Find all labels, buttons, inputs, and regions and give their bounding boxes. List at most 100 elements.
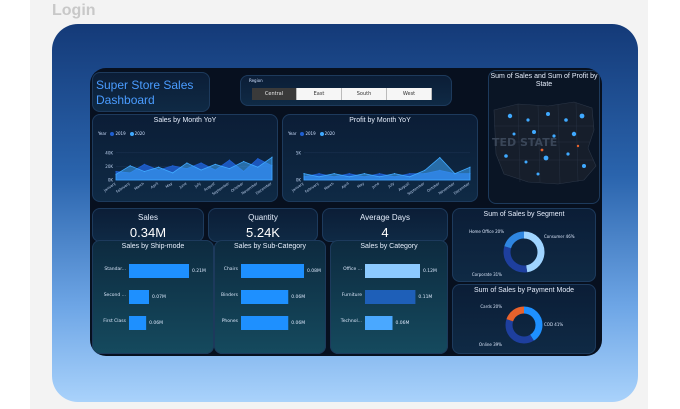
data-point-2020: [363, 173, 365, 175]
series-area-2020: [303, 157, 471, 181]
bar-category-label: First Class: [103, 318, 126, 324]
profit-by-month-chart[interactable]: 0K 5K January February March April May June July…: [282, 114, 478, 202]
data-point-2019: [172, 165, 174, 167]
x-tick-label: September: [407, 181, 426, 196]
dashboard-title: Super Store Sales Dashboard: [96, 78, 193, 108]
map-watermark: TED STATE: [492, 136, 557, 149]
data-point-2020: [186, 162, 188, 164]
data-point-2020: [115, 173, 117, 175]
x-tick-label: June: [371, 181, 381, 190]
payment-mode-donut-chart[interactable]: COD 41% Online 39% Cards 20%: [452, 284, 596, 354]
data-point-2020: [143, 170, 145, 173]
slice-label: Consumer 46%: [544, 234, 575, 239]
y-tick-label: 0K: [108, 178, 114, 183]
payment-mode-card: Sum of Sales by Payment Mode COD 41% Onli…: [452, 284, 596, 354]
bar-value-label: 0.21M: [192, 268, 206, 274]
bar-value-label: 0.11M: [418, 294, 432, 300]
segment-card: Sum of Sales by Segment Consumer 46% Corp…: [452, 208, 596, 282]
y-tick-label: 0K: [296, 178, 302, 183]
data-point-2020: [157, 166, 160, 168]
data-point-2020: [257, 166, 259, 168]
x-tick-label: March: [323, 182, 334, 192]
data-point-2020: [318, 176, 320, 178]
legend-title: Year: [98, 131, 107, 136]
category-chart[interactable]: Office ... 0.12M Furniture 0.11M Technol... 0…: [330, 240, 448, 354]
bar: [365, 290, 416, 304]
data-point-2020: [214, 163, 216, 165]
data-point-2019: [143, 163, 145, 165]
x-tick-label: August: [203, 181, 216, 192]
legend-item-2020[interactable]: 2020: [319, 131, 335, 136]
dashboard-title-line1: Super Store Sales: [96, 78, 194, 92]
state-map[interactable]: TED STATE: [488, 70, 600, 204]
kpi-quantity-card: Quantity 5.24K: [208, 208, 318, 242]
bar: [241, 290, 289, 304]
kpi-sales-label: Sales: [137, 213, 158, 222]
profit-by-month-title: Profit by Month YoY: [349, 117, 411, 124]
kpi-average-days-card: Average Days 4: [322, 208, 448, 242]
segment-donut-chart[interactable]: Consumer 46% Corporate 31% Home Office 20%: [452, 208, 596, 282]
data-point-2019: [200, 162, 202, 164]
region-label: Region: [249, 78, 263, 83]
kpi-quantity-label: Quantity: [248, 213, 278, 222]
data-point-2020: [439, 157, 441, 159]
region-option-south[interactable]: South: [342, 88, 387, 100]
donut-slice: [505, 306, 543, 344]
title-card: Super Store Sales Dashboard: [92, 72, 210, 112]
bar-category-label: Second ...: [104, 292, 126, 298]
x-tick-label: April: [150, 182, 159, 190]
ship-mode-chart[interactable]: Standar... 0.21M Second ... 0.07M First Clas…: [92, 240, 214, 354]
x-tick-label: April: [341, 182, 350, 190]
legend-item-2019[interactable]: 2019: [300, 131, 316, 136]
legend-item-2020[interactable]: 2020: [129, 131, 145, 136]
data-point-2020: [172, 172, 174, 174]
map-card: Sum of Sales and Sum of Profit by State …: [488, 70, 600, 204]
region-slicer-card: Region Central East South West: [240, 75, 452, 106]
data-point-2019: [318, 173, 320, 175]
x-tick-label: December: [453, 181, 471, 195]
bar-category-label: Standar...: [104, 266, 126, 272]
data-point-2020: [378, 176, 381, 178]
region-option-east[interactable]: East: [297, 88, 342, 100]
donut-slice: [503, 231, 545, 273]
bar: [365, 316, 393, 330]
slice-label: Home Office 20%: [469, 229, 504, 234]
legend-item-2019[interactable]: 2019: [110, 131, 126, 136]
y-tick-label: 5K: [296, 150, 302, 155]
data-point-2019: [378, 173, 381, 175]
region-option-central[interactable]: Central: [252, 88, 297, 100]
profit-by-month-card: Profit by Month YoY Year 2019 2020 0K 5K J…: [282, 114, 478, 202]
data-point-2020: [348, 176, 350, 178]
data-point-2020: [303, 173, 305, 175]
x-tick-label: October: [230, 181, 245, 193]
sub-category-title: Sales by Sub-Category: [234, 243, 306, 250]
bar-category-label: Phones: [222, 318, 239, 324]
slice-label: COD 41%: [544, 322, 563, 327]
bar-value-label: 0.06M: [149, 320, 163, 326]
dashboard-canvas: Super Store Sales Dashboard Region Centr…: [90, 68, 602, 356]
kpi-average-days-label: Average Days: [359, 213, 411, 222]
sub-category-card: Sales by Sub-Category Chairs 0.08M Binders…: [214, 240, 326, 354]
slice-label: Corporate 31%: [472, 272, 502, 277]
data-point-2020: [129, 165, 131, 167]
bar-value-label: 0.06M: [291, 320, 305, 326]
map-title: Sum of Sales and Sum of Profit by State: [490, 73, 598, 88]
bar-value-label: 0.12M: [423, 268, 437, 274]
bar-value-label: 0.08M: [307, 268, 321, 274]
data-point-2020: [409, 176, 411, 178]
data-point-2020: [243, 160, 245, 163]
bar-category-label: Office ...: [343, 266, 362, 272]
login-header[interactable]: Login: [52, 2, 96, 19]
region-option-west[interactable]: West: [387, 88, 432, 100]
ship-mode-title: Sales by Ship-mode: [121, 243, 185, 250]
sub-category-chart[interactable]: Chairs 0.08M Binders 0.06M Phones 0.06M: [214, 240, 326, 354]
data-point-2020: [393, 173, 396, 175]
category-title: Sales by Category: [360, 243, 418, 250]
data-point-2020: [228, 168, 231, 170]
data-point-2019: [409, 173, 411, 175]
kpi-quantity-value: 5.24K: [246, 225, 280, 240]
data-point-2020: [469, 166, 471, 168]
sales-by-month-legend: Year 2019 2020: [98, 131, 145, 136]
bar: [129, 264, 189, 278]
